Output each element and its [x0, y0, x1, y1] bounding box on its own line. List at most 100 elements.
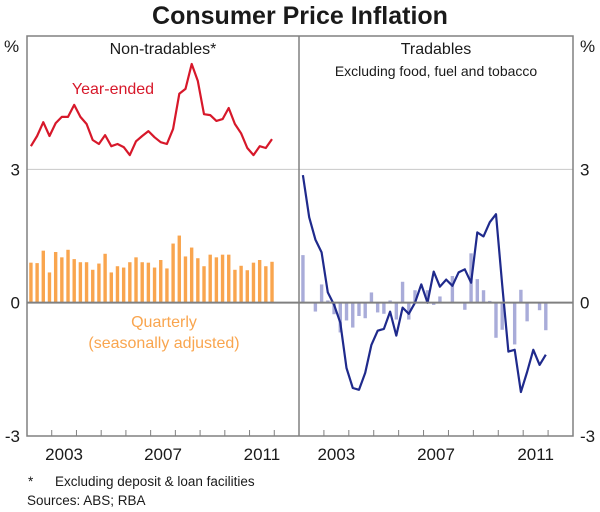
- bar-tradables: [319, 284, 324, 303]
- bar-non-tradables: [152, 267, 157, 303]
- bar-non-tradables: [245, 270, 249, 303]
- bar-non-tradables: [214, 257, 219, 303]
- bar-non-tradables: [128, 262, 132, 303]
- bar-tradables: [413, 290, 417, 303]
- bar-non-tradables: [196, 258, 200, 303]
- bar-non-tradables: [264, 266, 268, 303]
- bar-non-tradables: [233, 269, 237, 303]
- bar-non-tradables: [171, 243, 175, 303]
- bar-non-tradables: [208, 254, 212, 303]
- bar-non-tradables: [220, 254, 225, 303]
- bar-non-tradables: [91, 269, 95, 303]
- bar-non-tradables: [140, 262, 144, 303]
- chart-title: Consumer Price Inflation: [152, 2, 448, 30]
- bar-non-tradables: [84, 262, 89, 303]
- panel-title-non-tradables: Non-tradables*: [110, 41, 217, 58]
- bar-non-tradables: [257, 260, 262, 303]
- bar-tradables: [351, 302, 355, 328]
- bar-non-tradables: [47, 272, 52, 303]
- y-tick-label-right: -3: [580, 427, 595, 446]
- bar-tradables: [438, 296, 442, 303]
- series-label-seasonally-adjusted: (seasonally adjusted): [88, 335, 239, 352]
- bar-non-tradables: [53, 252, 58, 303]
- y-tick-label-right: 0: [580, 294, 589, 313]
- series-label-quarterly: Quarterly: [131, 314, 197, 331]
- x-tick-label: 2007: [417, 445, 455, 464]
- bar-non-tradables: [97, 263, 101, 303]
- bar-non-tradables: [109, 272, 113, 303]
- bar-tradables: [432, 302, 436, 305]
- bar-tradables: [519, 289, 523, 303]
- bar-non-tradables: [121, 267, 126, 303]
- panel-subtitle-tradables: Excluding food, fuel and tobacco: [335, 63, 538, 79]
- sources: Sources: ABS; RBA: [27, 493, 146, 508]
- line-year-ended-non-tradables: [29, 62, 273, 157]
- x-tick-label: 2011: [244, 445, 281, 464]
- tick-labels: 3 3 0 0 -3 -3 2003 2007 2011 2003 2007 2011: [5, 160, 595, 464]
- bar-tradables: [537, 302, 542, 311]
- bar-non-tradables: [115, 266, 120, 303]
- bar-tradables: [500, 302, 504, 330]
- bar-non-tradables: [146, 262, 151, 303]
- bar-non-tradables: [29, 262, 33, 303]
- series-label-year-ended: Year-ended: [72, 81, 154, 98]
- x-tick-label: 2003: [45, 445, 83, 464]
- bar-tradables: [382, 302, 386, 314]
- bar-tradables: [512, 302, 517, 345]
- bar-non-tradables: [202, 266, 206, 303]
- x-tick-label: 2003: [317, 445, 355, 464]
- bar-non-tradables: [227, 254, 231, 303]
- bar-non-tradables: [239, 265, 243, 303]
- y-unit-left: %: [4, 37, 19, 56]
- bar-tradables: [394, 302, 399, 320]
- x-tick-label: 2011: [517, 445, 554, 464]
- bar-non-tradables: [41, 250, 45, 303]
- plot-frame: [26, 35, 574, 437]
- panel-title-tradables: Tradables: [401, 41, 472, 58]
- bar-non-tradables: [189, 247, 194, 303]
- bar-tradables: [332, 302, 336, 315]
- footnote: Excluding deposit & loan facilities: [55, 474, 255, 489]
- bar-non-tradables: [251, 262, 256, 303]
- chart-marks: [29, 62, 548, 394]
- bar-non-tradables: [72, 259, 76, 303]
- bar-non-tradables: [270, 261, 274, 303]
- bar-non-tradables: [183, 256, 188, 303]
- bar-non-tradables: [35, 263, 39, 303]
- y-tick-label-right: 3: [580, 160, 589, 179]
- bar-non-tradables: [134, 257, 138, 303]
- bar-tradables: [388, 300, 392, 303]
- bar-tradables: [326, 300, 330, 303]
- bar-non-tradables: [78, 262, 83, 303]
- x-tick-label: 2007: [144, 445, 182, 464]
- bar-non-tradables: [159, 260, 163, 303]
- y-tick-label-left: 0: [11, 294, 20, 313]
- bar-tradables: [338, 302, 342, 333]
- bar-tradables: [369, 292, 374, 303]
- bar-tradables: [407, 302, 411, 320]
- bar-tradables: [481, 290, 486, 303]
- line-year-ended-tradables: [301, 174, 547, 394]
- bar-non-tradables: [60, 257, 64, 303]
- bar-tradables: [344, 302, 349, 321]
- bar-tradables: [400, 281, 405, 303]
- bar-tradables: [375, 302, 380, 313]
- axes: [26, 35, 574, 437]
- bar-non-tradables: [177, 235, 181, 303]
- bar-tradables: [525, 302, 529, 322]
- bar-tradables: [475, 279, 479, 303]
- bar-tradables: [463, 302, 467, 310]
- bar-non-tradables: [165, 268, 169, 303]
- y-tick-label-left: 3: [11, 160, 20, 179]
- bar-tradables: [494, 302, 498, 338]
- bar-tradables: [450, 276, 455, 303]
- bar-tradables: [313, 302, 318, 312]
- bar-non-tradables: [66, 249, 70, 303]
- bar-tradables: [425, 290, 430, 303]
- bar-tradables: [544, 302, 548, 331]
- bar-tradables: [363, 302, 367, 319]
- bar-tradables: [357, 302, 361, 316]
- bar-non-tradables: [103, 253, 107, 303]
- y-unit-right: %: [580, 37, 595, 56]
